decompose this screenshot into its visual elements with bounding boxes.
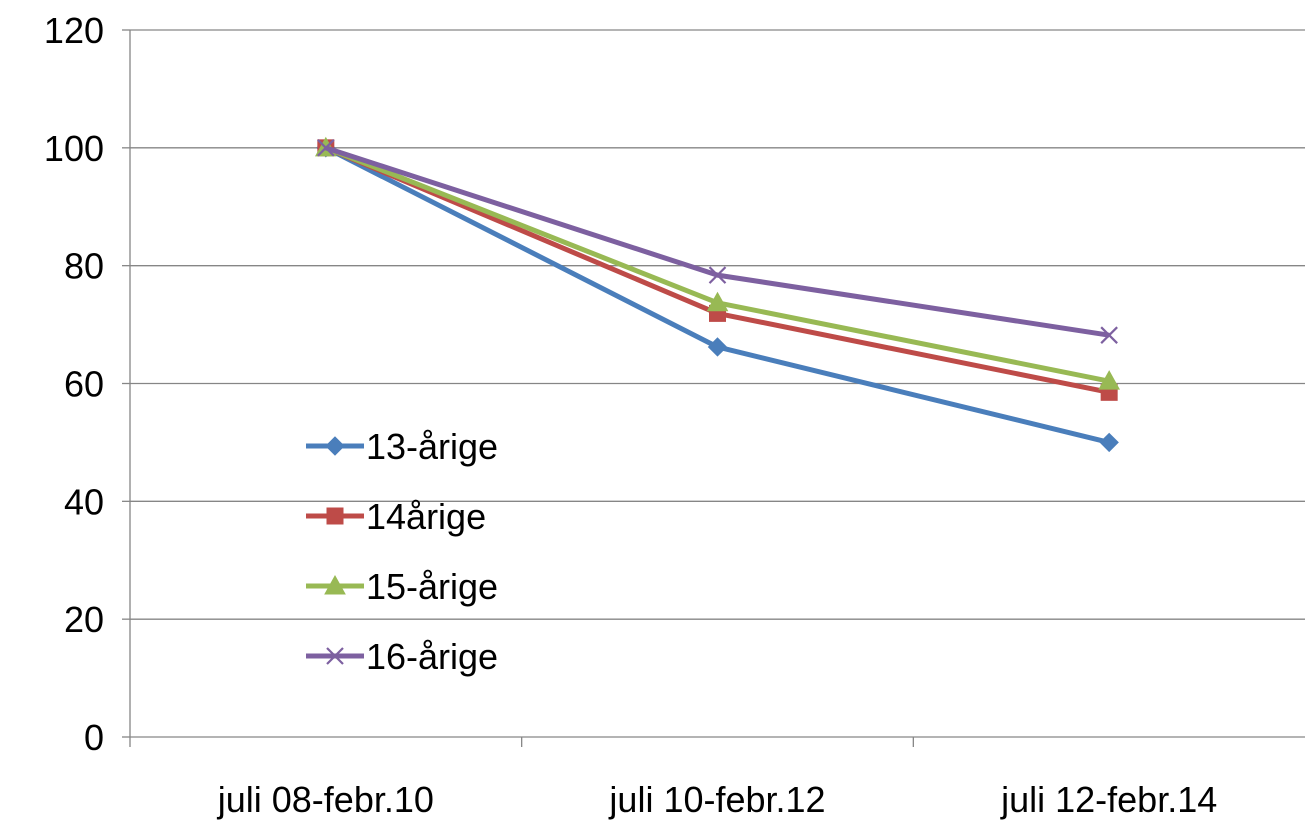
legend-label: 16-årige [366,636,498,677]
x-axis-ticks: juli 08-febr.10 juli 10-febr.12 juli 12-fe… [129,737,1217,820]
legend-marker [326,507,344,525]
y-tick-label: 100 [44,128,104,169]
x-tick-label: juli 10-febr.12 [608,779,825,820]
series-4 [317,139,1118,344]
y-tick-label: 80 [64,246,104,287]
legend-label: 14årige [366,496,486,537]
legend-label: 13-årige [366,426,498,467]
legend-item: 15-årige [306,566,498,607]
y-tick-label: 40 [64,481,104,522]
legend-marker [326,647,344,665]
y-tick-label: 60 [64,364,104,405]
y-tick-label: 120 [44,10,104,51]
data-point [1099,432,1119,453]
gridlines [130,29,1305,620]
data-point [1098,370,1121,390]
y-axis-ticks: 0 20 40 60 80 100 120 [44,10,130,758]
data-point [707,337,728,357]
data-point [706,291,729,312]
x-tick-label: juli 12-febr.14 [1000,779,1217,820]
legend-item: 13-årige [306,426,498,467]
data-point [317,139,335,157]
legend-marker [324,574,346,595]
y-tick-label: 0 [84,717,104,758]
series-group [314,136,1121,453]
legend-item: 14årige [306,496,486,537]
legend-item: 16-årige [306,636,498,677]
x-tick-label: juli 08-febr.10 [217,779,434,820]
legend: 13-årige 14årige 15-årige 16-årige [306,426,498,677]
y-tick-label: 20 [64,599,104,640]
legend-label: 15-årige [366,566,498,607]
data-point [708,266,727,284]
data-point [1100,326,1118,344]
legend-marker [325,436,345,456]
